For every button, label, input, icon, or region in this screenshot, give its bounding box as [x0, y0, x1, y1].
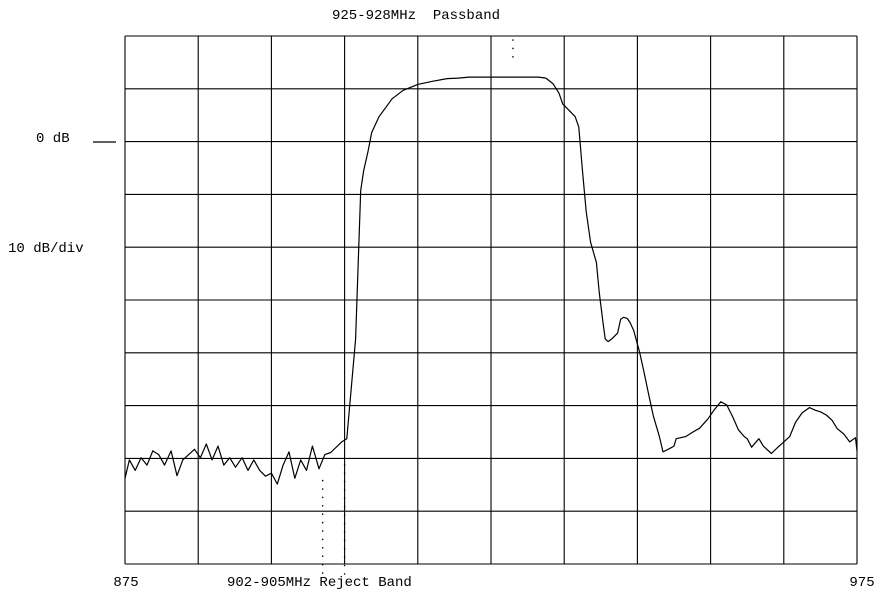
x-tick-label-end: 975 — [849, 575, 874, 591]
x-axis-label: 902-905MHz Reject Band — [227, 575, 412, 591]
reference-level-label: 0 dB — [36, 131, 70, 147]
chart-title: 925-928MHz Passband — [332, 8, 500, 24]
x-tick-label-start: 875 — [113, 575, 138, 591]
response-trace — [124, 76, 858, 485]
marker-layer — [321, 36, 514, 575]
plot-grid — [124, 35, 858, 565]
scale-label: 10 dB/div — [8, 241, 84, 257]
